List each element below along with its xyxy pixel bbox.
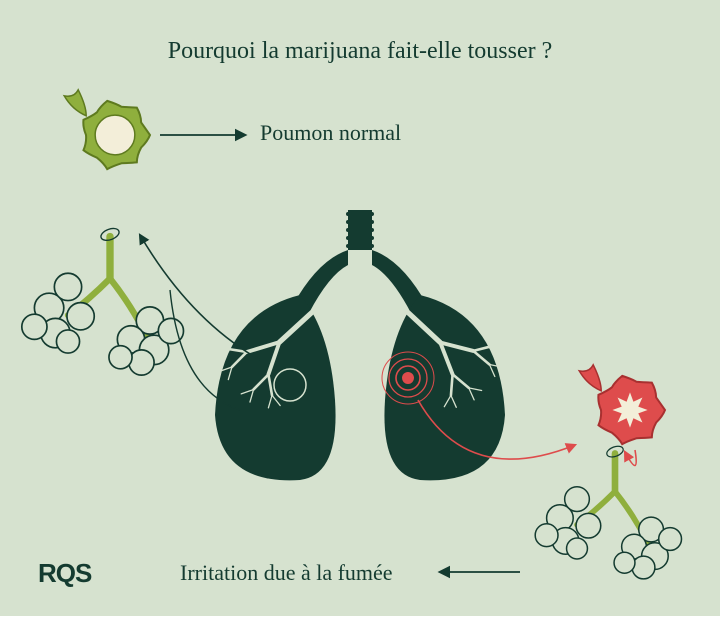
infographic-canvas: Pourquoi la marijuana fait-elle tousser … bbox=[0, 0, 720, 616]
infographic-svg bbox=[0, 0, 720, 616]
infographic-title: Pourquoi la marijuana fait-elle tousser … bbox=[0, 38, 720, 65]
brand-logo: RQS bbox=[38, 558, 91, 589]
normal-lung-label: Poumon normal bbox=[260, 120, 401, 146]
irritation-label: Irritation due à la fumée bbox=[180, 560, 393, 586]
